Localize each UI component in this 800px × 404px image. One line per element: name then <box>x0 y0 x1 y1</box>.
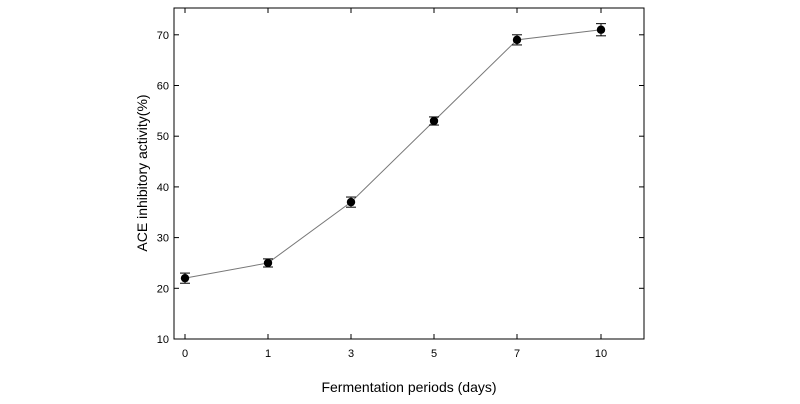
x-tick-label: 10 <box>595 348 607 360</box>
x-tick-label: 7 <box>514 348 520 360</box>
y-axis: 10 20 30 40 50 60 70 <box>157 30 644 346</box>
y-tick-label: 20 <box>157 283 169 295</box>
x-tick-label: 1 <box>265 348 271 360</box>
y-tick-label: 50 <box>157 131 169 143</box>
x-axis-label: Fermentation periods (days) <box>321 379 496 395</box>
x-tick-label: 3 <box>348 348 354 360</box>
y-tick-label: 60 <box>157 81 169 93</box>
y-tick-label: 70 <box>157 30 169 42</box>
x-axis: 0 1 3 5 7 10 <box>182 8 607 360</box>
data-point <box>346 197 356 207</box>
y-tick-label: 40 <box>157 182 169 194</box>
data-point <box>429 116 439 126</box>
data-point <box>596 25 606 34</box>
data-point <box>263 258 273 268</box>
y-tick-label: 10 <box>157 334 169 346</box>
series-line <box>184 29 602 279</box>
data-point <box>512 35 522 45</box>
data-point <box>180 273 190 283</box>
x-tick-label: 0 <box>182 348 188 360</box>
plot-frame <box>173 7 645 340</box>
data-points <box>180 25 606 283</box>
y-tick-label: 30 <box>157 233 169 245</box>
x-tick-label: 5 <box>431 348 437 360</box>
error-bars <box>180 23 606 284</box>
y-axis-label: ACE inhibitory activity(%) <box>134 94 150 251</box>
